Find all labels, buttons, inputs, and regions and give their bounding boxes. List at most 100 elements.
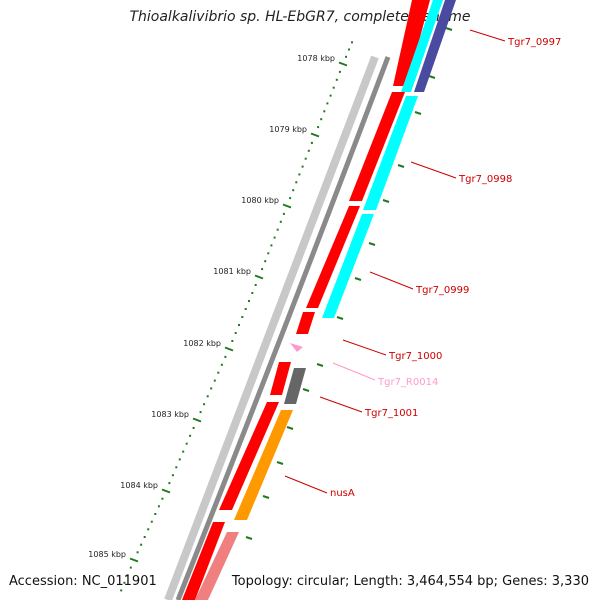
feature-label-tgr7-0997[interactable]: Tgr7_0997 (507, 37, 561, 48)
scale-dot (175, 466, 178, 469)
outer-tick (245, 536, 253, 540)
outer-tick (445, 27, 453, 31)
feature-labels: Tgr7_0997 Tgr7_0998 Tgr7_0999 Tgr7_1000 … (330, 37, 561, 499)
cds-track (182, 0, 430, 600)
scale-dot (244, 308, 247, 310)
scale-dot (206, 395, 209, 398)
outer-tick (336, 316, 344, 320)
scale-dot (292, 189, 295, 192)
scale-dot (241, 316, 244, 318)
scale-dot (182, 450, 185, 453)
scale-dot (335, 78, 338, 81)
scale-major-tick (224, 346, 234, 352)
scale-dot (338, 70, 341, 73)
feature-label-tgr7-1001[interactable]: Tgr7_1001 (364, 408, 418, 419)
scale-tick-label: 1081 kbp (213, 267, 251, 276)
backbone-line (175, 56, 391, 600)
scale-dot (276, 228, 279, 231)
scale-dot (210, 387, 213, 390)
scale-major-tick (310, 132, 320, 138)
feature-label-nusa[interactable]: nusA (330, 488, 355, 499)
scale-dot (161, 497, 164, 500)
scale-dot (320, 118, 323, 121)
outer-tick (382, 199, 390, 203)
feature-label-tgr7-r0014[interactable]: Tgr7_R0014 (377, 377, 438, 388)
backbone-shadow (164, 55, 379, 600)
scale-dot (251, 292, 254, 294)
scale-dot (282, 212, 285, 215)
scale-dot (307, 149, 310, 152)
scale-dot (140, 543, 143, 546)
scale-dot (129, 566, 132, 569)
leader-line (369, 271, 414, 290)
function-block-orange (234, 410, 293, 520)
feature-label-tgr7-0999[interactable]: Tgr7_0999 (415, 285, 469, 296)
scale-dot (345, 55, 347, 58)
cds-block (296, 312, 315, 334)
function-block-cyan (363, 96, 418, 210)
scale-dot (310, 141, 313, 144)
scale-dot (329, 94, 332, 97)
scale-dot (298, 173, 301, 176)
scale-dot (264, 260, 267, 263)
scale-major-tick (192, 417, 202, 423)
scale-major-tick (161, 488, 171, 494)
scale-dot (168, 482, 171, 485)
cds-block (182, 522, 225, 600)
leader-lines (284, 29, 506, 494)
leader-line (332, 362, 376, 381)
backbone (164, 55, 391, 600)
scale-dot (192, 426, 195, 429)
function-track (195, 0, 456, 600)
scale-dot (301, 165, 304, 168)
scale-dot (126, 574, 129, 577)
outer-tick (354, 277, 362, 281)
feature-label-tgr7-0998[interactable]: Tgr7_0998 (458, 174, 512, 185)
scale-dot (157, 505, 160, 508)
scale-dot (323, 110, 326, 113)
cds-block (393, 0, 430, 86)
map-title: Thioalkalivibrio sp. HL-EbGR7, complete … (129, 9, 471, 25)
scale-dot (295, 181, 298, 184)
leader-line (284, 475, 328, 494)
scale-tick-label: 1083 kbp (151, 410, 189, 419)
scale-dot (189, 434, 192, 437)
leader-line (342, 339, 387, 356)
scale-tick-label: 1079 kbp (269, 125, 307, 134)
trna-marker (290, 343, 303, 352)
scale-dot (150, 520, 153, 523)
scale-dot (136, 551, 139, 554)
scale-dot (147, 528, 150, 531)
scale-major-tick (282, 203, 292, 209)
outer-tick (368, 242, 376, 246)
scale-tick-label: 1084 kbp (120, 481, 158, 490)
scale-dot (185, 442, 188, 445)
outer-tick (276, 461, 284, 465)
outer-ticks (245, 27, 453, 540)
scale-dot (238, 324, 240, 326)
scale-labels: 1078 kbp 1079 kbp 1080 kbp 1081 kbp 1082 kbp… (88, 54, 335, 559)
scale-dot (261, 268, 264, 271)
scale-dot (351, 41, 353, 44)
scale-dot (213, 379, 216, 382)
scale-dot (217, 371, 220, 374)
scale-dot (199, 411, 202, 414)
scale-dot (270, 244, 273, 247)
cds-block (306, 206, 360, 308)
scale-dot (203, 403, 206, 406)
scale-tick-label: 1078 kbp (297, 54, 335, 63)
scale-major-tick (254, 274, 264, 280)
scale-major-tick (338, 61, 348, 67)
outer-tick (302, 388, 310, 392)
outer-tick (414, 111, 422, 115)
scale-dot (178, 458, 181, 461)
scale-dot (332, 86, 335, 89)
scale-dot (273, 236, 276, 239)
scale-dot (279, 220, 282, 223)
outer-tick (397, 164, 405, 168)
scale-dot (348, 48, 350, 51)
cds-block (349, 92, 405, 201)
feature-label-tgr7-1000[interactable]: Tgr7_1000 (388, 351, 442, 362)
cds-block (270, 362, 291, 395)
